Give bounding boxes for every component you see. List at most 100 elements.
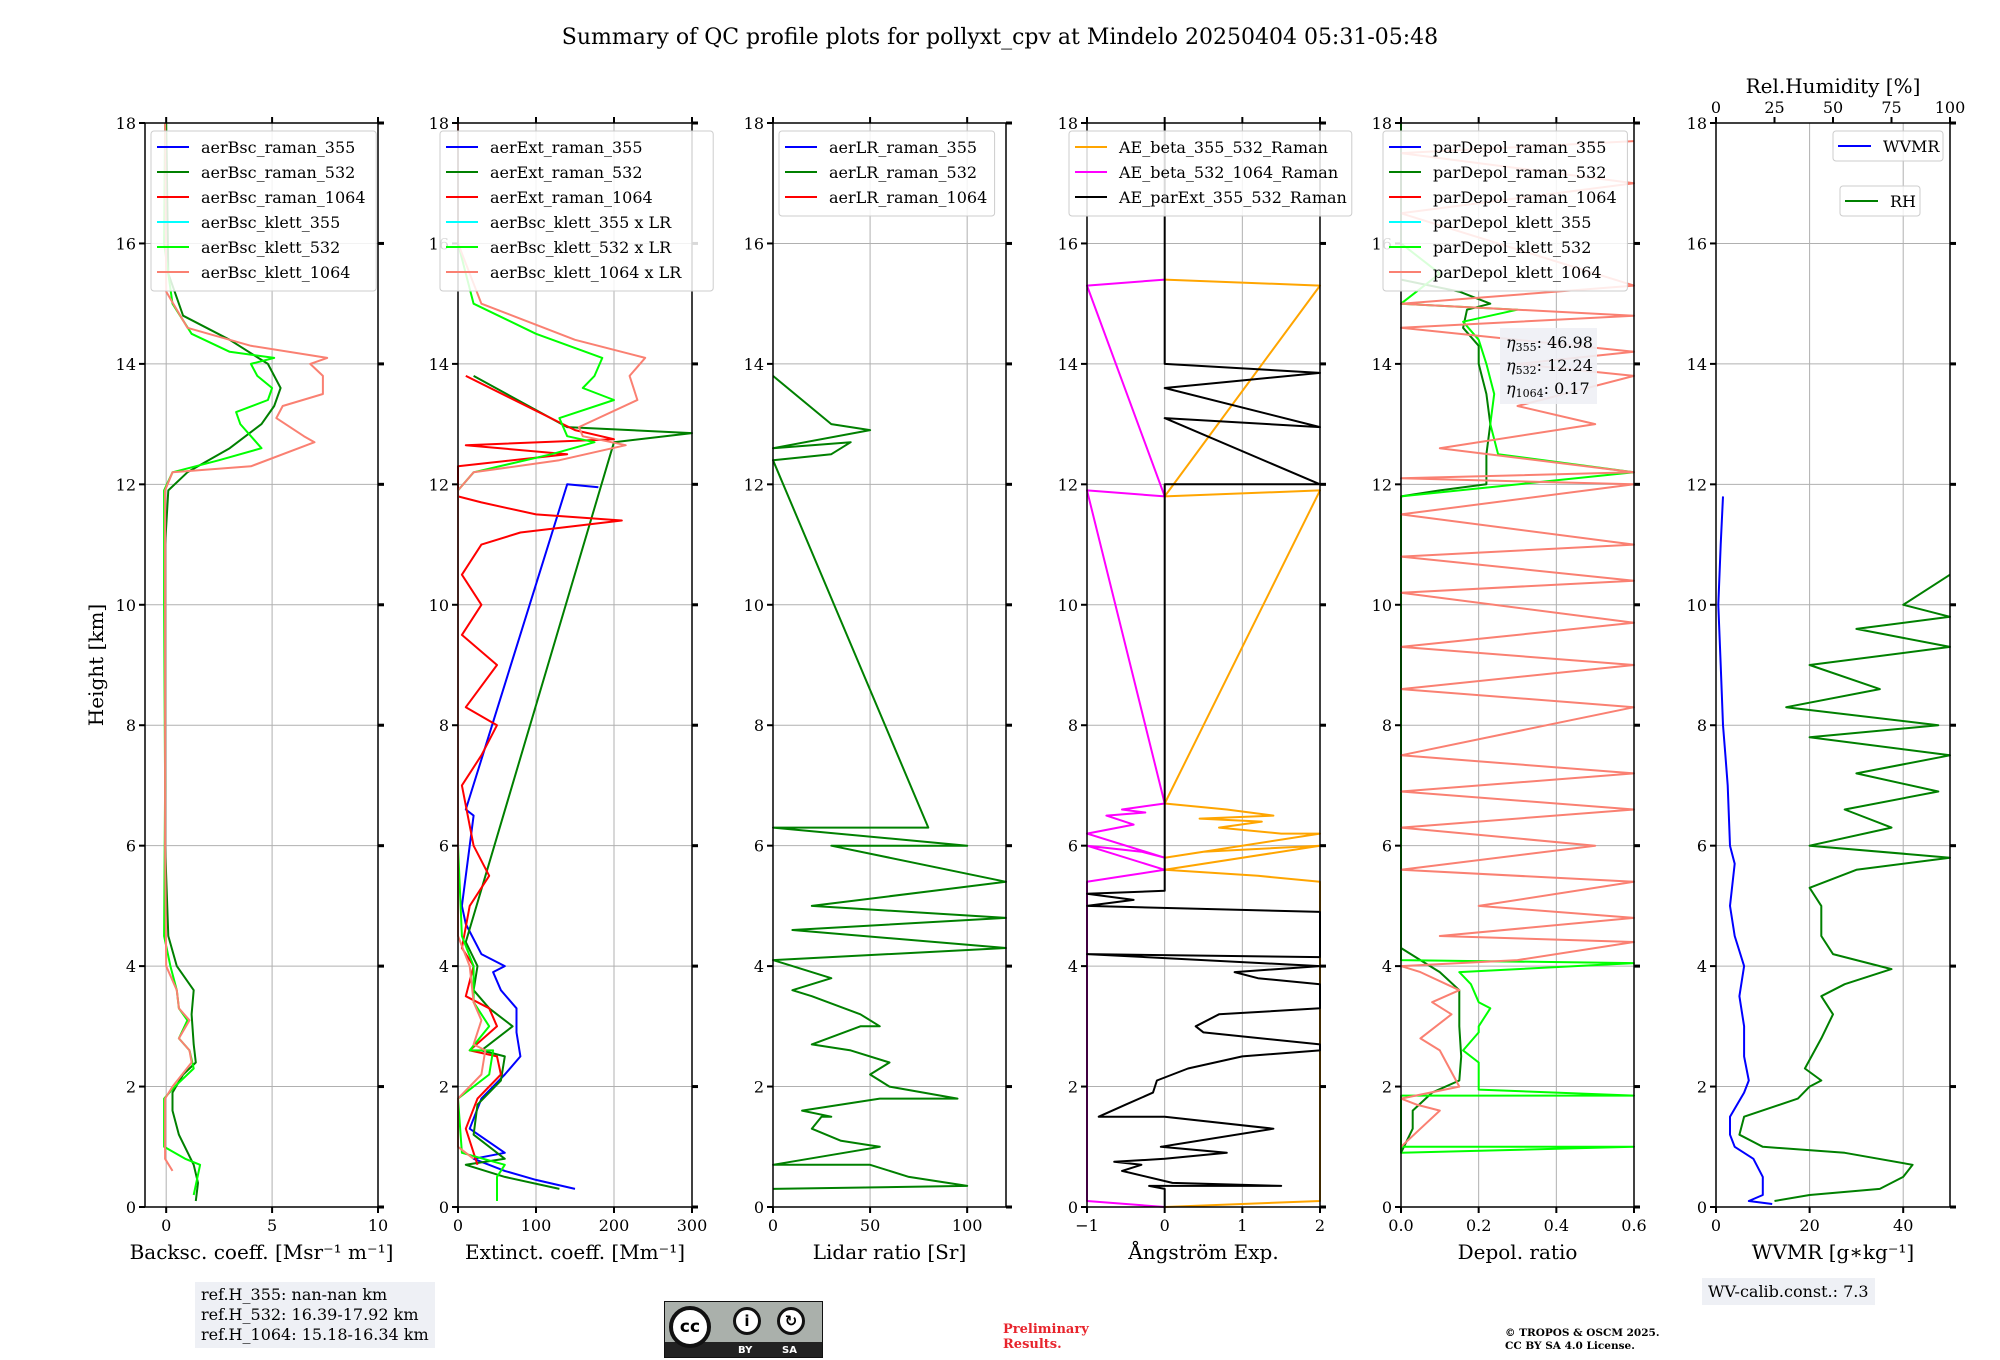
legend-wvmr: WVMR xyxy=(1832,130,1944,162)
series-line-ae-beta-355-532-raman xyxy=(1163,278,1321,1208)
x-tick-label: 50 xyxy=(860,1216,880,1235)
eta-value-532: η532: 12.24 xyxy=(1506,356,1593,377)
ref-height-355: ref.H_355: nan-nan km xyxy=(201,1285,388,1304)
x-tick-label: 300 xyxy=(677,1216,708,1235)
y-tick-label: 8 xyxy=(1697,716,1707,735)
y-tick-label: 12 xyxy=(116,475,136,494)
x-tick-label: 100 xyxy=(521,1216,552,1235)
legend-frame xyxy=(1839,185,1921,217)
x-axis-label: Depol. ratio xyxy=(1458,1240,1578,1264)
y-tick-label: 6 xyxy=(1697,837,1707,856)
y-tick-label: 10 xyxy=(1687,596,1707,615)
ref-height-1064: ref.H_1064: 15.18-16.34 km xyxy=(201,1325,429,1344)
legend-label: aerBsc_klett_355 x LR xyxy=(490,213,672,232)
legend-label: parDepol_raman_532 xyxy=(1433,163,1606,182)
figure-title: Summary of QC profile plots for pollyxt_… xyxy=(562,25,1438,50)
cc-icon: cc xyxy=(669,1306,711,1348)
y-tick-label: 16 xyxy=(1687,234,1707,253)
axes-frame xyxy=(772,122,1007,1208)
panel-bsc: 0 2 4 6 8 10 12 14 16 18 0 5 10 Backsc. coeff. [Msr⁻¹… xyxy=(84,114,393,1264)
x-tick-label: 0 xyxy=(161,1216,171,1235)
ref-height-532: ref.H_532: 16.39-17.92 km xyxy=(201,1305,419,1324)
y-tick-label: 14 xyxy=(744,355,764,374)
y-tick-label: 0 xyxy=(1697,1198,1707,1217)
y-tick-label: 18 xyxy=(116,114,136,133)
axes-frame xyxy=(1400,122,1635,1208)
series-line-aerbsc-klett-532 xyxy=(163,122,276,1196)
cc-by-sa-license-badge: cc i ↻ BY SA xyxy=(664,1301,823,1358)
y-tick-label: 16 xyxy=(116,234,136,253)
legend-label: AE_beta_532_1064_Raman xyxy=(1118,163,1338,182)
legend-label: parDepol_raman_1064 xyxy=(1433,188,1617,207)
y-tick-label: 10 xyxy=(744,596,764,615)
y-tick-label: 12 xyxy=(1687,475,1707,494)
top-x-tick-label: 75 xyxy=(1881,98,1901,117)
series-line-ae-parext-355-532-raman xyxy=(1086,123,1321,1207)
legend-label: WVMR xyxy=(1883,137,1940,156)
legend-label: aerLR_raman_532 xyxy=(829,163,977,182)
x-tick-label: 200 xyxy=(599,1216,630,1235)
y-tick-label: 14 xyxy=(116,355,136,374)
y-tick-label: 10 xyxy=(1058,596,1078,615)
y-tick-label: 0 xyxy=(1382,1198,1392,1217)
legend-label: aerBsc_raman_355 xyxy=(201,138,355,157)
y-tick-label: 4 xyxy=(754,957,764,976)
y-tick-label: 2 xyxy=(439,1078,449,1097)
legend-label: aerBsc_klett_1064 xyxy=(201,263,350,282)
x-axis-label: Ångström Exp. xyxy=(1127,1239,1278,1264)
series-line-aerext-raman-1064 xyxy=(457,375,623,1166)
top-x-axis-label: Rel.Humidity [%] xyxy=(1746,74,1921,98)
series-line-wvmr xyxy=(1717,496,1773,1205)
series-line-pardepol-klett-1064 xyxy=(1400,140,1635,1148)
y-tick-label: 14 xyxy=(1687,355,1707,374)
x-tick-label: 0.6 xyxy=(1621,1216,1646,1235)
top-x-tick-label: 50 xyxy=(1823,98,1843,117)
top-x-tick-label: 100 xyxy=(1935,98,1966,117)
y-tick-label: 14 xyxy=(1058,355,1078,374)
y-tick-label: 10 xyxy=(429,596,449,615)
y-tick-label: 6 xyxy=(1382,837,1392,856)
legend-label: aerLR_raman_355 xyxy=(829,138,977,157)
legend: aerExt_raman_355 aerExt_raman_532 aerExt_r… xyxy=(439,130,714,292)
y-tick-label: 8 xyxy=(439,716,449,735)
axes-frame xyxy=(1086,122,1321,1208)
series-line-ae-beta-532-1064-raman xyxy=(1086,278,1166,1208)
y-tick-label: 10 xyxy=(116,596,136,615)
y-tick-label: 14 xyxy=(429,355,449,374)
legend-label: parDepol_klett_355 xyxy=(1433,213,1591,232)
x-tick-label: 20 xyxy=(1799,1216,1819,1235)
legend-label: aerExt_raman_532 xyxy=(490,163,643,182)
share-alike-icon: ↻ xyxy=(777,1307,805,1335)
top-x-tick-label: 25 xyxy=(1764,98,1784,117)
y-tick-label: 16 xyxy=(744,234,764,253)
x-tick-label: 0.4 xyxy=(1544,1216,1569,1235)
legend-label: parDepol_klett_1064 xyxy=(1433,263,1602,282)
legend-frame xyxy=(150,130,377,292)
x-axis-label: Backsc. coeff. [Msr⁻¹ m⁻¹] xyxy=(130,1240,394,1264)
legend-label: aerExt_raman_1064 xyxy=(490,188,653,207)
y-tick-label: 4 xyxy=(439,957,449,976)
axes-frame xyxy=(1715,122,1951,1208)
x-tick-label: −1 xyxy=(1075,1216,1099,1235)
top-x-tick-label: 0 xyxy=(1711,98,1721,117)
reference-height-box: ref.H_355: nan-nan km ref.H_532: 16.39-1… xyxy=(195,1282,435,1348)
attribution-icon: i xyxy=(733,1307,761,1335)
y-tick-label: 18 xyxy=(429,114,449,133)
y-tick-label: 6 xyxy=(1068,837,1078,856)
y-tick-label: 8 xyxy=(126,716,136,735)
legend: AE_beta_355_532_Raman AE_beta_532_1064_Ra… xyxy=(1068,130,1353,217)
axes-frame xyxy=(144,122,379,1208)
legend-label: aerBsc_klett_532 xyxy=(201,238,340,257)
y-tick-label: 10 xyxy=(1372,596,1392,615)
y-tick-label: 0 xyxy=(439,1198,449,1217)
eta-value-355: η355: 46.98 xyxy=(1506,333,1593,354)
preliminary-results-note: Preliminary Results. xyxy=(1003,1322,1089,1352)
x-tick-label: 5 xyxy=(267,1216,277,1235)
y-tick-label: 12 xyxy=(744,475,764,494)
y-tick-label: 18 xyxy=(1687,114,1707,133)
